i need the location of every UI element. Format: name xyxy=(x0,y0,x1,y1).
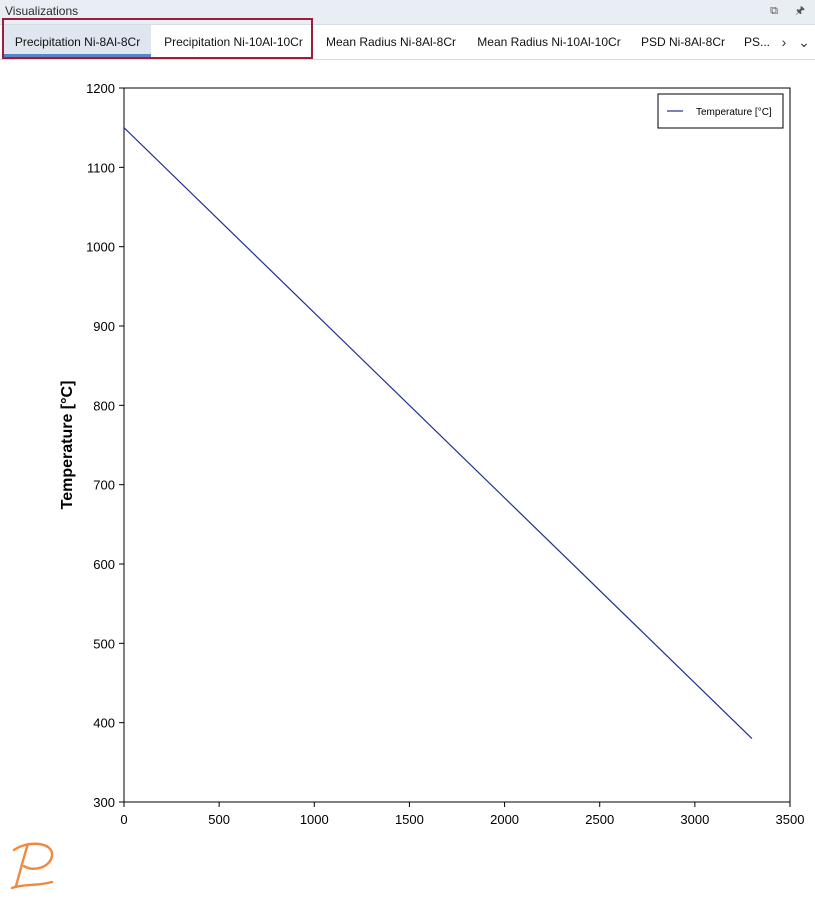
y-tick-label: 700 xyxy=(93,478,115,493)
tab-precipitation-ni-10al-10cr[interactable]: Precipitation Ni-10Al-10Cr xyxy=(164,35,303,49)
x-tick-label: 1500 xyxy=(395,812,424,827)
x-axis-label: Time [s] xyxy=(426,839,487,840)
restore-window-icon[interactable]: ⧉ xyxy=(770,5,778,17)
chart-legend: Temperature [°C] xyxy=(657,93,784,129)
x-tick-label: 3500 xyxy=(776,812,805,827)
y-tick-label: 1100 xyxy=(87,160,115,175)
tab-psd-ni-8al-8cr[interactable]: PSD Ni-8Al-8Cr xyxy=(640,35,725,49)
x-tick-label: 2000 xyxy=(490,812,519,827)
y-tick-label: 400 xyxy=(93,716,115,731)
x-tick-label: 1000 xyxy=(300,812,329,827)
window-titlebar: Visualizations ⧉ 🖈 xyxy=(0,0,815,25)
y-tick-label: 300 xyxy=(93,795,115,810)
x-tick-label: 0 xyxy=(120,812,127,827)
x-tick-label: 3000 xyxy=(680,812,709,827)
tab-bar: Precipitation Ni-8Al-8Cr Precipitation N… xyxy=(0,25,815,60)
x-tick-label: 2500 xyxy=(585,812,614,827)
y-axis-label: Temperature [°C] xyxy=(59,381,76,510)
legend-label: Temperature [°C] xyxy=(696,107,772,118)
y-tick-label: 800 xyxy=(93,398,115,413)
temperature-chart: 0 500 1000 1500 2000 2500 3000 3500 300 400 500 600… xyxy=(59,81,805,840)
pin-icon[interactable]: 🖈 xyxy=(794,5,806,17)
chevron-down-icon[interactable]: ⌄ xyxy=(798,34,810,50)
series-line-temperature xyxy=(123,127,753,739)
chevron-right-icon[interactable]: › xyxy=(781,34,787,50)
y-tick-label: 1200 xyxy=(86,81,115,96)
plot-frame xyxy=(123,87,791,803)
window-title: Visualizations xyxy=(5,4,79,18)
y-tick-label: 600 xyxy=(93,557,115,572)
tab-mean-radius-ni-8al-8cr[interactable]: Mean Radius Ni-8Al-8Cr xyxy=(325,35,457,49)
tab-precipitation-ni-8al-8cr[interactable]: Precipitation Ni-8Al-8Cr xyxy=(4,25,151,57)
tab-psd-truncated[interactable]: PS... xyxy=(743,35,770,49)
tab-mean-radius-ni-10al-10cr[interactable]: Mean Radius Ni-10Al-10Cr xyxy=(477,35,621,49)
y-tick-label: 1000 xyxy=(86,240,115,255)
x-tick-label: 500 xyxy=(208,812,230,827)
y-tick-label: 900 xyxy=(93,319,115,334)
thermo-calc-logo-icon xyxy=(10,842,54,890)
y-tick-label: 500 xyxy=(93,636,115,651)
